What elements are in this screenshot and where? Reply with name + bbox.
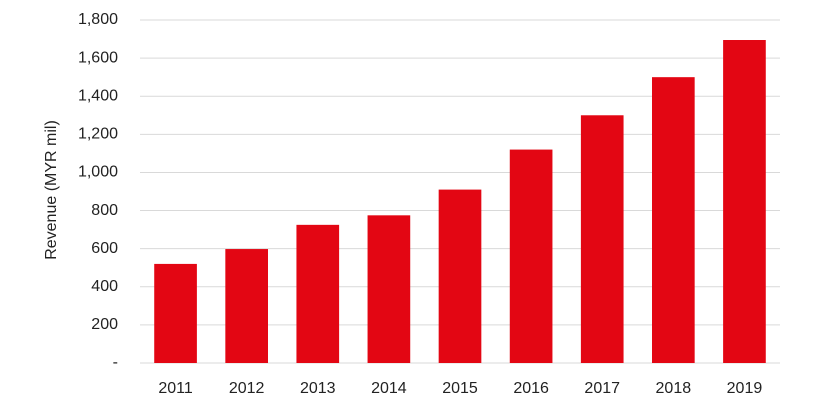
y-tick-label: 1,000 — [78, 164, 118, 181]
y-axis-label: Revenue (MYR mil) — [43, 120, 60, 260]
y-tick-label: 1,800 — [78, 11, 118, 28]
x-tick-label: 2016 — [513, 380, 549, 397]
bar — [367, 215, 411, 363]
x-tick-label: 2019 — [727, 380, 763, 397]
y-tick-label: 1,200 — [78, 126, 118, 143]
bar — [296, 224, 340, 363]
y-tick-label: 600 — [91, 240, 118, 257]
bar — [509, 149, 553, 363]
bar — [225, 249, 268, 363]
x-tick-label: 2011 — [158, 380, 193, 397]
y-tick-label: 400 — [91, 278, 118, 295]
y-tick-label: 800 — [91, 202, 118, 219]
x-tick-label: 2018 — [656, 380, 692, 397]
y-tick-label: 1,600 — [78, 49, 118, 66]
y-tick-label: 200 — [91, 316, 118, 333]
bar — [580, 115, 624, 364]
y-tick-label: - — [113, 354, 118, 371]
y-tick-label: 1,400 — [78, 87, 118, 104]
bar — [652, 77, 695, 364]
bar — [438, 189, 482, 363]
x-tick-label: 2017 — [584, 380, 620, 397]
x-tick-label: 2012 — [229, 380, 265, 397]
x-tick-label: 2014 — [371, 380, 407, 397]
bar — [154, 263, 197, 363]
x-tick-label: 2013 — [300, 380, 336, 397]
bar — [723, 40, 766, 364]
x-tick-label: 2015 — [442, 380, 478, 397]
